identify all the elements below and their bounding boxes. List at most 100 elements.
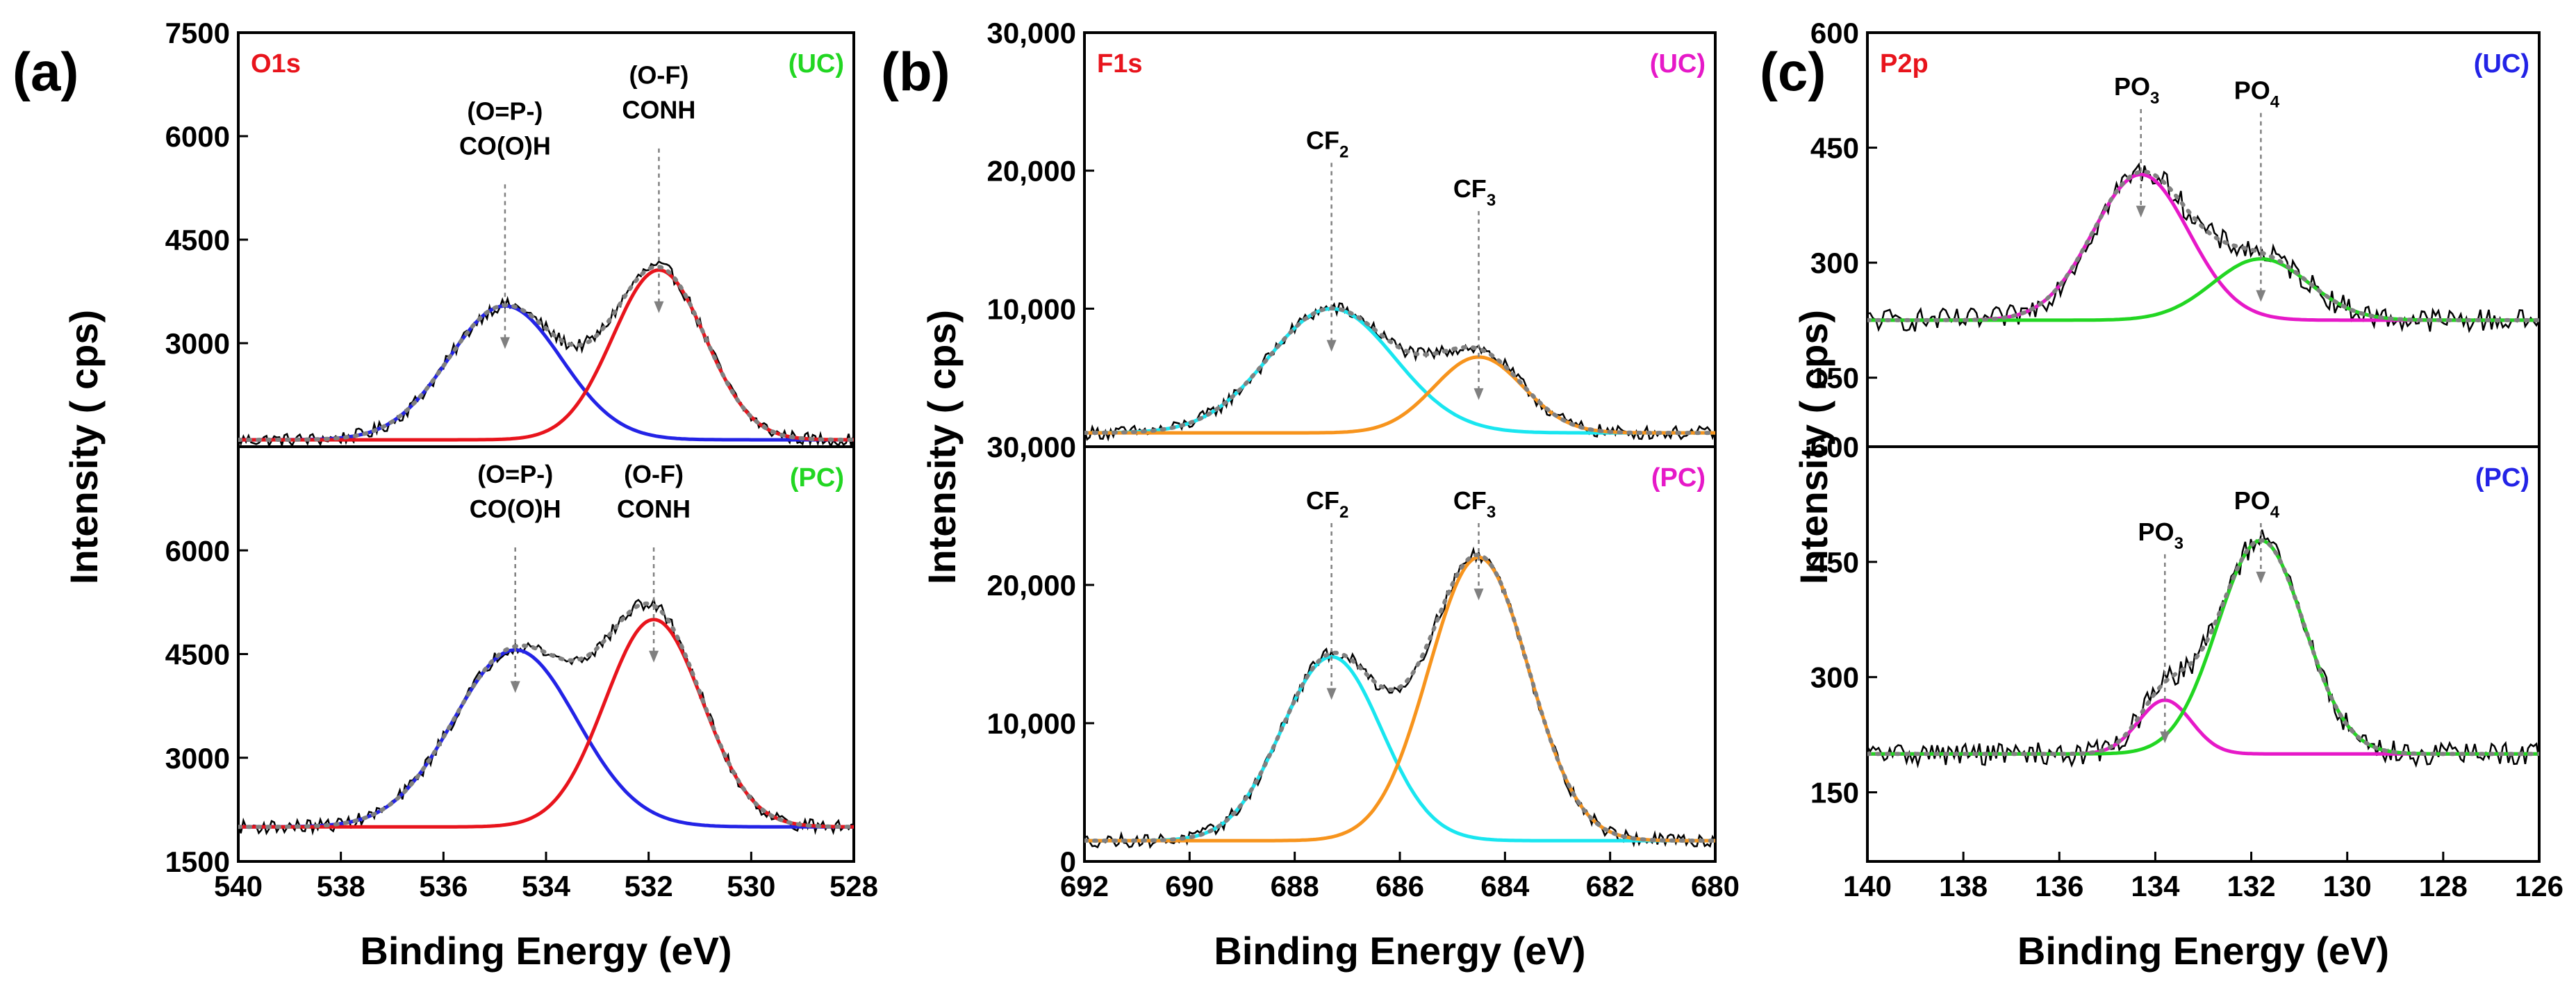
x-axis-title: Binding Energy (eV) bbox=[1214, 929, 1585, 973]
y-axis-title: Intensity ( cps) bbox=[1792, 310, 1835, 584]
raw-spectrum-line bbox=[238, 596, 854, 836]
panel-o1s: Intensity ( cps) Binding Energy (eV) 540 53… bbox=[62, 17, 878, 973]
peak-label-subscript: 2 bbox=[1339, 142, 1348, 161]
y-tick-label: 600 bbox=[1810, 17, 1859, 49]
panel-letter-b: (b) bbox=[881, 41, 950, 102]
y-tick-label: 20,000 bbox=[987, 569, 1076, 602]
peak-arrow-icon bbox=[649, 650, 659, 663]
x-tick-label: 540 bbox=[214, 870, 263, 902]
y-tick-label: 3000 bbox=[165, 742, 230, 775]
peak-arrow-icon bbox=[1473, 388, 1484, 400]
x-tick-label: 128 bbox=[2419, 870, 2468, 902]
peak-label-main: CF bbox=[1453, 486, 1487, 515]
fit-component-line bbox=[238, 647, 854, 829]
y-tick-label: 0 bbox=[1060, 845, 1076, 878]
panel-title: F1s bbox=[1097, 49, 1142, 79]
peak-label-main: PO bbox=[2138, 518, 2174, 546]
peak-label-main: CF bbox=[1306, 486, 1339, 515]
x-tick-label: 692 bbox=[1060, 870, 1109, 902]
peak-label-main: PO bbox=[2114, 72, 2150, 101]
x-tick-label: 132 bbox=[2227, 870, 2276, 902]
x-tick-label: 126 bbox=[2515, 870, 2563, 902]
peak-label-main: PO bbox=[2234, 486, 2270, 515]
x-tick-label: 134 bbox=[2131, 870, 2180, 902]
condition-label: (UC) bbox=[1650, 49, 1706, 79]
y-tick-label: 30,000 bbox=[987, 431, 1076, 463]
panel-title: O1s bbox=[251, 49, 301, 79]
y-axis-title: Intensity ( cps) bbox=[62, 310, 106, 584]
subplot-uc: 7500 6000 4500 3000 (UC) (O=P-) CO(O)H (O-F) CON… bbox=[165, 17, 855, 448]
peak-label-subscript: 3 bbox=[1487, 503, 1496, 522]
panel-title: P2p bbox=[1880, 49, 1929, 79]
peak-label-subscript: 3 bbox=[2150, 89, 2159, 108]
panel-p2p: Intensity ( cps) Binding Energy (eV) 140 13… bbox=[1792, 17, 2563, 973]
x-tick-label: 686 bbox=[1376, 870, 1424, 902]
x-tick-label: 682 bbox=[1586, 870, 1635, 902]
y-tick-label: 600 bbox=[1810, 431, 1859, 463]
y-tick-label: 4500 bbox=[165, 638, 230, 671]
y-tick-label: 450 bbox=[1810, 132, 1859, 165]
x-tick-label: 530 bbox=[727, 870, 775, 902]
peak-arrow-icon bbox=[2256, 290, 2266, 302]
peak-label: (O-F) bbox=[629, 61, 688, 90]
peak-label: (O=P-) bbox=[467, 97, 543, 125]
fit-component-line bbox=[1867, 698, 2539, 756]
x-axis-title: Binding Energy (eV) bbox=[2017, 929, 2389, 973]
x-tick-label: 130 bbox=[2323, 870, 2372, 902]
y-tick-label: 4500 bbox=[165, 224, 230, 256]
fit-envelope-line bbox=[1084, 552, 1715, 843]
peak-arrow-icon bbox=[510, 681, 520, 693]
peak-label: PO4 bbox=[2234, 486, 2280, 522]
plot-frame bbox=[1083, 445, 1717, 863]
condition-label: (PC) bbox=[1651, 463, 1706, 493]
peak-arrow-icon bbox=[2136, 206, 2146, 218]
y-tick-label: 10,000 bbox=[987, 292, 1076, 325]
y-tick-label: 150 bbox=[1810, 362, 1859, 395]
peak-arrow-icon bbox=[654, 301, 664, 313]
y-tick-label: 7500 bbox=[165, 17, 230, 49]
plot-area bbox=[238, 596, 854, 836]
fit-envelope-line bbox=[238, 601, 854, 829]
peak-label: PO4 bbox=[2234, 76, 2280, 112]
peak-arrow-icon bbox=[1473, 588, 1484, 601]
panel-f1s: Intensity ( cps) Binding Energy (eV) 692 69… bbox=[920, 17, 1740, 973]
x-tick-label: 688 bbox=[1271, 870, 1319, 902]
fit-component-line bbox=[1084, 306, 1715, 435]
panel-letter-a: (a) bbox=[13, 41, 79, 102]
x-tick-label: 680 bbox=[1691, 870, 1740, 902]
plot-area bbox=[1867, 162, 2539, 333]
peak-label-subscript: 4 bbox=[2270, 93, 2280, 112]
raw-spectrum-line bbox=[238, 260, 854, 447]
plot-area bbox=[238, 260, 854, 447]
condition-label: (PC) bbox=[2475, 463, 2529, 493]
peak-arrow-icon bbox=[2256, 571, 2266, 584]
fit-envelope-line bbox=[1084, 306, 1715, 436]
y-tick-label: 300 bbox=[1810, 247, 1859, 279]
peak-arrow-icon bbox=[499, 337, 510, 349]
fit-component-line bbox=[1084, 555, 1715, 843]
x-tick-label: 534 bbox=[522, 870, 571, 902]
fit-component-line bbox=[1084, 355, 1715, 435]
fit-envelope-line bbox=[238, 264, 854, 443]
y-tick-label: 150 bbox=[1810, 777, 1859, 809]
peak-label-main: CF bbox=[1306, 126, 1339, 154]
condition-label: (UC) bbox=[789, 49, 844, 79]
peak-label-subscript: 2 bbox=[1339, 503, 1348, 522]
peak-label: CF3 bbox=[1453, 486, 1496, 522]
peak-label: CF2 bbox=[1306, 486, 1348, 522]
x-tick-label: 136 bbox=[2035, 870, 2083, 902]
fit-envelope-line bbox=[1867, 170, 2539, 322]
peak-arrow-icon bbox=[2160, 731, 2170, 743]
peak-arrow-icon bbox=[1326, 688, 1337, 700]
x-tick-label: 140 bbox=[1843, 870, 1892, 902]
plot-area bbox=[1084, 546, 1715, 849]
y-tick-label: 10,000 bbox=[987, 707, 1076, 740]
y-tick-label: 6000 bbox=[165, 534, 230, 567]
fit-component-line bbox=[238, 304, 854, 442]
peak-label: PO3 bbox=[2114, 72, 2159, 108]
fit-component-line bbox=[1084, 654, 1715, 843]
x-tick-label: 536 bbox=[419, 870, 468, 902]
raw-spectrum-line bbox=[1867, 529, 2539, 769]
